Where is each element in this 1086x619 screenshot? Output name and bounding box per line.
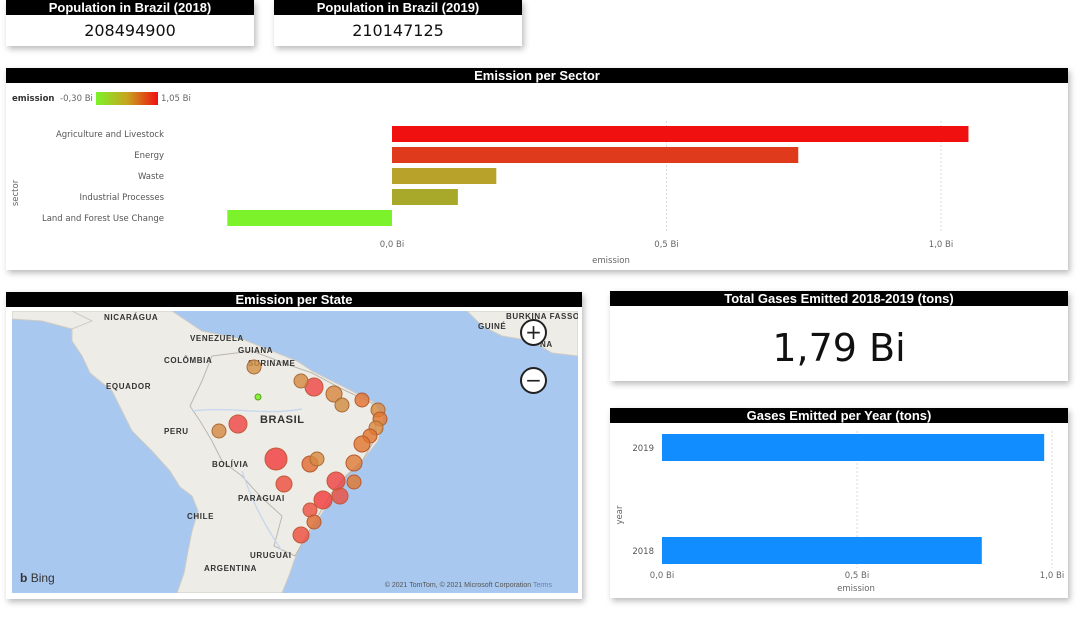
- label-colombia: COLÔMBIA: [164, 356, 212, 365]
- terms-link[interactable]: Terms: [532, 582, 552, 589]
- year-x-tick: 1,0 Bi: [1040, 571, 1064, 581]
- state-bubble[interactable]: [292, 526, 310, 544]
- map-country-labels: NICARÁGUA VENEZUELA GUIANA SURINAME COLÔ…: [104, 312, 578, 573]
- brazil-border: [189, 350, 378, 557]
- state-bubble[interactable]: [354, 392, 370, 408]
- state-bubble[interactable]: [306, 514, 322, 530]
- state-bubble[interactable]: [264, 447, 288, 471]
- bing-label: Bing: [30, 571, 55, 585]
- state-bubbles[interactable]: [211, 359, 388, 544]
- state-bubble[interactable]: [246, 359, 262, 375]
- state-bubble[interactable]: [313, 490, 333, 510]
- year-x-axis-label: emission: [837, 584, 875, 594]
- state-bubble[interactable]: [228, 414, 248, 434]
- gases-per-year-card[interactable]: Gases Emitted per Year (tons) year emiss…: [610, 408, 1068, 598]
- year-category-label: 2018: [632, 547, 654, 557]
- south-america-land: [71, 311, 385, 593]
- sector-y-axis-label: sector: [11, 179, 21, 206]
- state-bubble[interactable]: [309, 451, 325, 467]
- label-argentina: ARGENTINA: [204, 564, 257, 573]
- copyright-text: © 2021 TomTom, © 2021 Microsoft Corporat…: [384, 582, 532, 589]
- label-suriname: SURINAME: [248, 359, 296, 368]
- sector-category-label: Waste: [138, 172, 164, 182]
- emission-per-sector-card[interactable]: Emission per Sector emission -0,30 Bi 1,…: [6, 68, 1068, 270]
- total-gases-card: Total Gases Emitted 2018-2019 (tons) 1,7…: [610, 291, 1068, 381]
- legend-gradient: [96, 92, 158, 105]
- population-2018-card: Population in Brazil (2018) 208494900: [6, 0, 254, 46]
- state-bubble[interactable]: [293, 373, 309, 389]
- year-x-tick: 0,0 Bi: [650, 571, 674, 581]
- legend-max-label: 1,05 Bi: [161, 94, 191, 104]
- population-2018-value: 208494900: [84, 21, 176, 40]
- label-chile: CHILE: [187, 512, 214, 521]
- label-bolivia: BOLÍVIA: [212, 460, 249, 469]
- zoom-out-button[interactable]: −: [520, 367, 547, 394]
- label-guine-2: NA: [540, 340, 553, 349]
- sector-bar: [392, 126, 969, 142]
- label-uruguai: URUGUAI: [250, 551, 292, 560]
- year-bar: [662, 434, 1045, 461]
- sector-x-tick: 0,0 Bi: [380, 240, 404, 250]
- map-canvas[interactable]: NICARÁGUA VENEZUELA GUIANA SURINAME COLÔ…: [12, 311, 578, 593]
- sector-bar: [392, 147, 799, 163]
- emission-per-state-title: Emission per State: [6, 292, 582, 307]
- river-lines: [191, 408, 303, 552]
- gases-per-year-title: Gases Emitted per Year (tons): [610, 408, 1068, 423]
- population-2019-title: Population in Brazil (2019): [274, 0, 522, 15]
- emission-map[interactable]: NICARÁGUA VENEZUELA GUIANA SURINAME COLÔ…: [12, 311, 578, 593]
- legend-min-label: -0,30 Bi: [60, 94, 93, 104]
- state-bubble[interactable]: [326, 471, 346, 491]
- state-bubble[interactable]: [345, 454, 363, 472]
- label-equador: EQUADOR: [106, 382, 151, 391]
- emission-per-sector-chart[interactable]: emission -0,30 Bi 1,05 Bi sector emissio…: [6, 83, 1068, 270]
- label-brasil: BRASIL: [260, 414, 305, 426]
- sector-bar: [392, 168, 497, 184]
- emission-per-sector-title: Emission per Sector: [6, 68, 1068, 83]
- state-bubble[interactable]: [331, 487, 349, 505]
- sector-category-label: Industrial Processes: [80, 193, 165, 203]
- population-2019-value: 210147125: [352, 21, 444, 40]
- state-bubble[interactable]: [353, 435, 371, 453]
- sector-category-label: Agriculture and Livestock: [56, 130, 164, 140]
- population-2019-card: Population in Brazil (2019) 210147125: [274, 0, 522, 46]
- year-x-tick: 0,5 Bi: [845, 571, 869, 581]
- label-guine: GUINÉ: [478, 322, 506, 331]
- map-copyright: © 2021 TomTom, © 2021 Microsoft Corporat…: [385, 582, 552, 589]
- bing-logo: b Bing: [20, 571, 55, 585]
- label-guiana: GUIANA: [238, 346, 273, 355]
- state-bubble[interactable]: [325, 385, 343, 403]
- label-nicaragua: NICARÁGUA: [104, 313, 158, 322]
- sector-bar: [227, 210, 392, 226]
- year-category-label: 2019: [632, 444, 654, 454]
- state-bubble[interactable]: [211, 423, 227, 439]
- sector-x-tick: 1,0 Bi: [929, 240, 953, 250]
- state-bubble[interactable]: [254, 393, 262, 401]
- year-y-axis-label: year: [615, 505, 625, 524]
- state-bubble[interactable]: [334, 397, 350, 413]
- sector-bar: [392, 189, 458, 205]
- total-gases-value: 1,79 Bi: [772, 326, 906, 370]
- zoom-in-button[interactable]: +: [520, 319, 547, 346]
- population-2018-title: Population in Brazil (2018): [6, 0, 254, 15]
- sector-x-axis-label: emission: [592, 256, 630, 266]
- sector-category-label: Energy: [134, 151, 164, 161]
- sector-category-label: Land and Forest Use Change: [42, 214, 164, 224]
- sector-x-tick: 0,5 Bi: [654, 240, 678, 250]
- label-peru: PERU: [164, 427, 189, 436]
- gases-per-year-chart[interactable]: year emission 0,0 Bi 0,5 Bi 1,0 Bi 2019 2018: [610, 423, 1068, 598]
- label-burkina: BURKINA FASSO: [506, 312, 578, 321]
- emission-per-state-card[interactable]: Emission per State NICARÁGUA VENEZUELA G…: [6, 292, 582, 599]
- state-bubble[interactable]: [346, 474, 362, 490]
- label-paraguai: PARAGUAI: [238, 494, 285, 503]
- year-bar: [662, 537, 982, 564]
- bing-icon: b: [20, 571, 28, 585]
- legend-title: emission: [12, 94, 54, 104]
- total-gases-title: Total Gases Emitted 2018-2019 (tons): [610, 291, 1068, 306]
- central-america-land: [12, 311, 94, 330]
- label-venezuela: VENEZUELA: [190, 334, 244, 343]
- state-bubble[interactable]: [275, 475, 293, 493]
